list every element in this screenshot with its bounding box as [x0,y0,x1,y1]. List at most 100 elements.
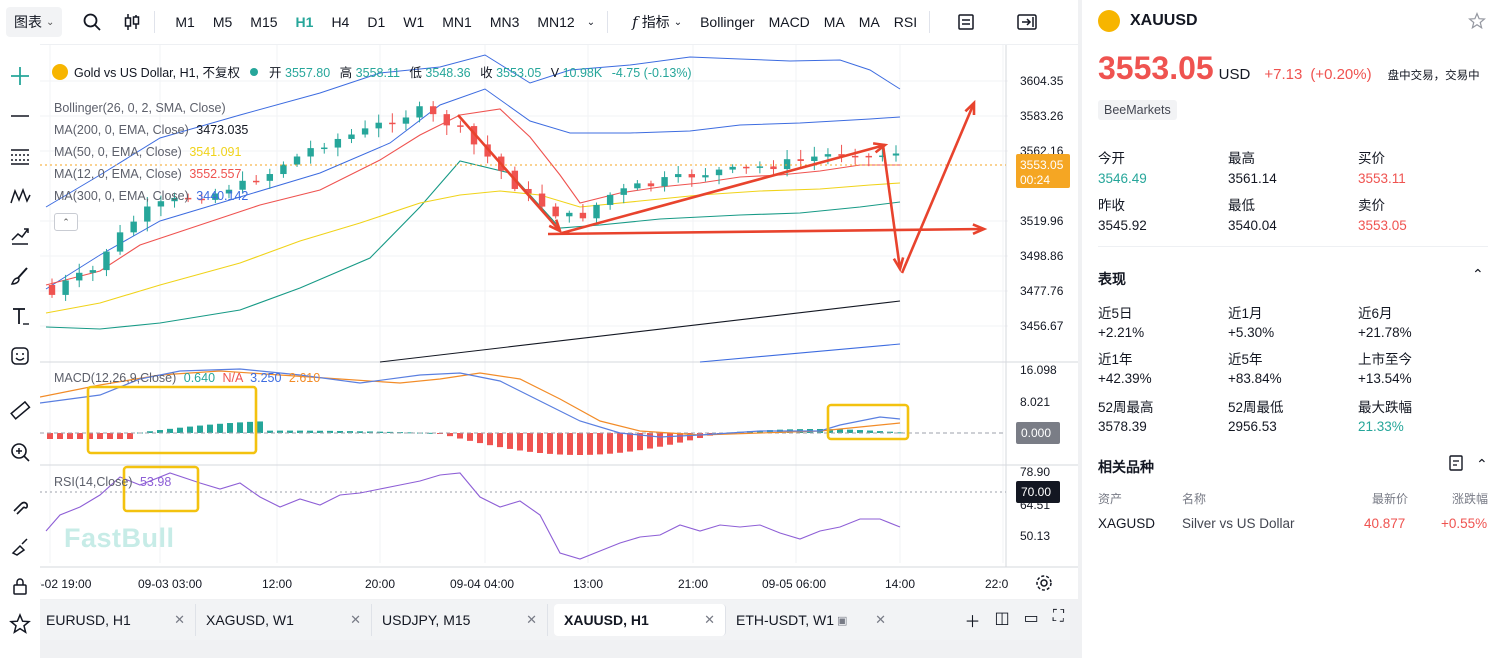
rsi-axis-tick: 50.13 [1020,529,1050,543]
candle-body [402,117,410,124]
price-change: +7.13 [1264,66,1303,83]
timeframe-m1[interactable]: M1 [175,14,195,30]
indicator-macd-button[interactable]: MACD [768,14,810,30]
candle-body [62,280,69,295]
candle-body [879,155,886,158]
candlestick-type-icon[interactable] [116,7,148,37]
add-tab-plus-icon[interactable]: ＋ [964,614,981,631]
price-chart-canvas[interactable]: 3604.353583.263562.163519.963498.863477.… [34,45,1078,600]
timeframe-h4[interactable]: H4 [331,14,350,30]
perf-label: 52周最低 [1228,400,1284,415]
collapse-performance-chevron-icon[interactable]: ⌃ [1472,266,1484,282]
split-layout-icon[interactable]: ◫ [994,610,1010,627]
fib-retracement-icon[interactable] [6,142,34,170]
candle-body [361,128,369,135]
text-tool-icon[interactable] [6,302,34,330]
collapse-related-chevron-icon[interactable]: ⌃ [1476,456,1488,472]
related-doc-icon[interactable] [1448,454,1464,475]
macd-histogram-bar [507,433,513,449]
tab-xauusd[interactable]: XAUUSD, H1 ✕ [554,604,726,636]
macd-histogram-bar [317,430,323,433]
related-row-xagusd[interactable]: XAGUSD Silver vs US Dollar 40.877 +0.55% [1082,510,1512,538]
highlight-box-macd-right [826,403,910,441]
indicator-rsi-button[interactable]: RSI [893,14,918,30]
macd-histogram-bar [307,430,313,433]
top-toolbar: 图表 ⌄ M1 M5 M15 H1 H4 D1 W1 MN1 MN3 MN12 … [0,0,1078,44]
ma50-value: 3541.091 [189,145,242,159]
close-icon[interactable]: ✕ [875,612,886,627]
trend-line-icon[interactable] [6,102,34,130]
macd-histogram-bar [387,431,393,433]
zoom-in-icon[interactable] [6,438,34,466]
chart-menu-label: 图表 [14,14,42,30]
watchlist-star-icon[interactable] [1468,12,1486,33]
timeframe-mn12[interactable]: MN12 [537,14,575,30]
bollinger-legend: Bollinger(26, 0, 2, SMA, Close) [54,101,226,115]
candle-body [634,183,641,189]
candle-body [48,285,56,295]
crosshair-icon[interactable] [6,62,34,90]
drawing-lock-icon[interactable] [6,532,34,560]
annotation-arrow-rebound-head [964,99,976,116]
macd-line [39,368,901,438]
macd-value-4: 2.610 [288,371,321,385]
search-icon[interactable] [76,7,108,37]
close-icon[interactable]: ✕ [526,612,537,627]
tab-usdjpy[interactable]: USDJPY, M15 ✕ [372,604,548,636]
timeframe-w1[interactable]: W1 [403,14,425,30]
indicator-ma-button[interactable]: MA [823,14,845,30]
indicator-ma-button-2[interactable]: MA [858,14,880,30]
macd-histogram-bar [257,421,263,433]
timeframe-m15[interactable]: M15 [250,14,278,30]
collapse-legend-button[interactable]: ⌃ [54,213,78,231]
candle-body [198,198,205,201]
highlight-box-macd-left [86,385,258,455]
favorite-star-icon[interactable] [6,610,34,638]
tab-xagusd[interactable]: XAGUSD, W1 ✕ [196,604,372,636]
timeframe-d1[interactable]: D1 [367,14,386,30]
bollinger-mid-line [45,88,901,290]
close-icon[interactable]: ✕ [350,612,361,627]
chart-settings-gear-icon[interactable] [1034,573,1054,593]
macd-histogram-bar [157,430,163,433]
chart-pane[interactable]: 3604.35 3583.26 3562.16 3519.96 3498.86 3477.… [34,44,1078,600]
macd-histogram-bar [337,430,343,433]
lock-icon[interactable] [6,572,34,600]
gold-coin-icon [1098,10,1120,32]
template-icon[interactable] [950,7,982,37]
candle-body [770,166,777,170]
pattern-icon[interactable] [6,182,34,210]
brush-icon[interactable] [6,262,34,290]
quote-high: 最高 3561.14 [1228,147,1277,186]
ruler-icon[interactable] [6,396,34,424]
candle-body [647,183,655,187]
projection-icon[interactable] [6,222,34,250]
close-icon[interactable]: ✕ [704,612,715,627]
fullscreen-icon[interactable]: ⛶ [1052,608,1064,625]
tab-eurusd[interactable]: EURUSD, H1 ✕ [40,604,196,636]
tab-eth-usdt[interactable]: ETH-USDT, W1 ▣ ✕ [726,604,896,636]
timeframe-h1[interactable]: H1 [295,14,314,30]
quote-value: 3546.49 [1098,171,1147,186]
timeframe-mn3[interactable]: MN3 [489,14,520,30]
collapse-panel-icon[interactable] [1010,7,1044,37]
indicator-bollinger-button[interactable]: Bollinger [700,14,755,30]
perf-value: +2.21% [1098,325,1145,340]
rsi-axis-tick: 78.90 [1020,465,1050,479]
window-icon[interactable]: ▭ [1023,610,1039,627]
high-value: 3558.11 [355,66,400,80]
quote-label: 今开 [1098,151,1125,166]
emoji-icon[interactable] [6,342,34,370]
close-icon[interactable]: ✕ [174,612,185,627]
timeframe-more-chevron-icon[interactable]: ⌄ [586,16,596,28]
annotation-arrow-up [561,143,886,235]
candle-body [157,201,165,207]
macd-histogram-bar [97,433,103,439]
indicators-button[interactable]: f 指标 ⌄ [626,7,688,37]
timeframe-mn1[interactable]: MN1 [442,14,472,30]
timeframe-m5[interactable]: M5 [212,14,233,30]
magnet-icon[interactable] [6,492,34,520]
chart-type-menu[interactable]: 图表 ⌄ [6,7,63,37]
candle-body [661,177,668,187]
macd-histogram-bar [597,433,603,455]
